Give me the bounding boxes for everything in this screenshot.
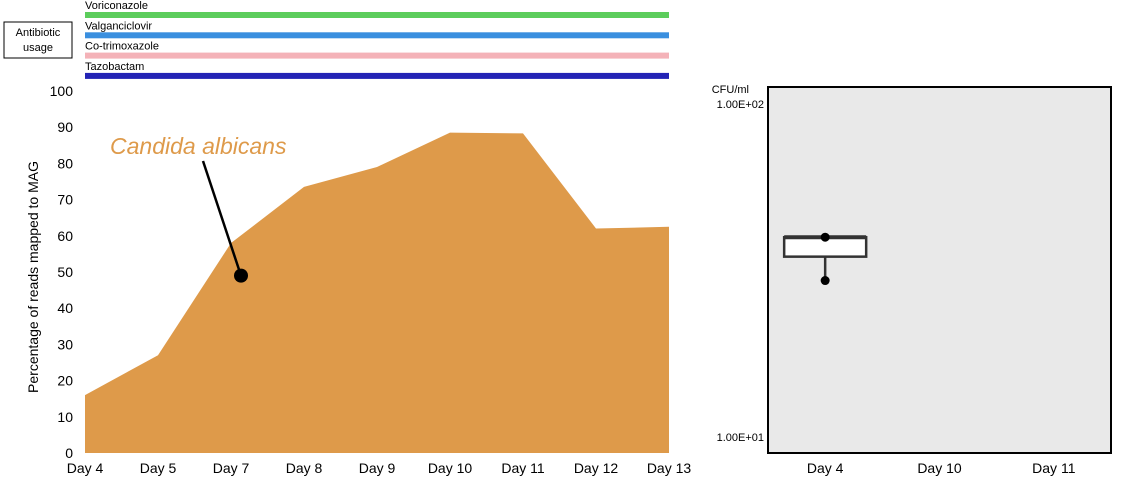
drug-label-tazobactam: Tazobactam: [85, 61, 144, 73]
area-x-tick-day-5: Day 5: [140, 460, 177, 476]
area-x-tick-day-8: Day 8: [286, 460, 323, 476]
area-chart: Candida albicans 0102030405060708090100 …: [25, 83, 691, 476]
area-x-tick-day-13: Day 13: [647, 460, 692, 476]
box-x-tick-day-11: Day 11: [1032, 460, 1076, 476]
box-y-tick-1: 1.00E+02: [717, 99, 764, 111]
antibiotic-usage-box: [3, 21, 73, 59]
box-marks: [782, 232, 868, 286]
drug-bar-voriconazole: [85, 12, 669, 18]
antibiotic-usage-legend: Antibiotic usage: [3, 21, 73, 59]
candida-area: [85, 132, 669, 453]
area-y-tick-90: 90: [57, 119, 73, 135]
area-y-tick-70: 70: [57, 192, 73, 208]
box-x-ticks: Day 4 Day 10 Day 11: [807, 460, 1076, 476]
box-panel: [767, 86, 1112, 454]
drug-bar-co-trimoxazole: [85, 52, 669, 59]
area-x-tick-day-7: Day 7: [213, 460, 250, 476]
box-x-tick-day-10: Day 10: [917, 460, 962, 476]
antibiotic-usage-label-line2: usage: [23, 42, 53, 54]
drug-bar-valganciclovir: [85, 32, 669, 39]
area-y-tick-10: 10: [57, 409, 73, 425]
area-y-tick-40: 40: [57, 300, 73, 316]
box-y-tick-0: 1.00E+01: [717, 432, 764, 444]
area-x-tick-day-4: Day 4: [67, 460, 104, 476]
area-y-axis-label: Percentage of reads mapped to MAG: [25, 161, 41, 393]
drug-label-valganciclovir: Valganciclovir: [85, 20, 152, 32]
box-point-day-4-0: [820, 232, 830, 242]
drug-label-voriconazole: Voriconazole: [85, 0, 148, 12]
annotation-leader-line: [201, 160, 243, 277]
drug-bars: Voriconazole Valganciclovir Co-trimoxazole…: [85, 0, 669, 79]
area-y-tick-60: 60: [57, 228, 73, 244]
antibiotic-usage-label-line1: Antibiotic: [16, 27, 61, 39]
box-chart: CFU/ml 1.00E+01 1.00E+02 Day 4 Day 10 Day 1…: [712, 84, 1112, 476]
area-y-tick-30: 30: [57, 336, 73, 352]
box-y-ticks: 1.00E+01 1.00E+02: [717, 99, 764, 444]
box-point-day-4-1: [820, 276, 830, 286]
box-x-tick-day-4: Day 4: [807, 460, 844, 476]
area-x-tick-day-9: Day 9: [359, 460, 396, 476]
area-x-ticks: Day 4 Day 5 Day 7 Day 8 Day 9 Day 10 Day 11 Day…: [67, 460, 692, 476]
annotation-dot: [234, 268, 248, 283]
area-x-tick-day-10: Day 10: [428, 460, 473, 476]
area-y-ticks: 0 10 20 30 40 50 60 70 80 90 100: [50, 83, 74, 461]
area-y-tick-80: 80: [57, 155, 73, 171]
annotation-label: Candida albicans: [110, 133, 287, 159]
area-y-tick-100: 100: [50, 83, 74, 99]
box-y-axis-label: CFU/ml: [712, 84, 749, 96]
area-x-tick-day-12: Day 12: [574, 460, 619, 476]
area-y-tick-20: 20: [57, 373, 73, 389]
area-y-tick-0: 0: [65, 445, 73, 461]
area-y-tick-50: 50: [57, 264, 73, 280]
drug-bar-tazobactam: [85, 72, 669, 79]
drug-label-co-trimoxazole: Co-trimoxazole: [85, 41, 159, 53]
area-x-tick-day-11: Day 11: [501, 460, 545, 476]
